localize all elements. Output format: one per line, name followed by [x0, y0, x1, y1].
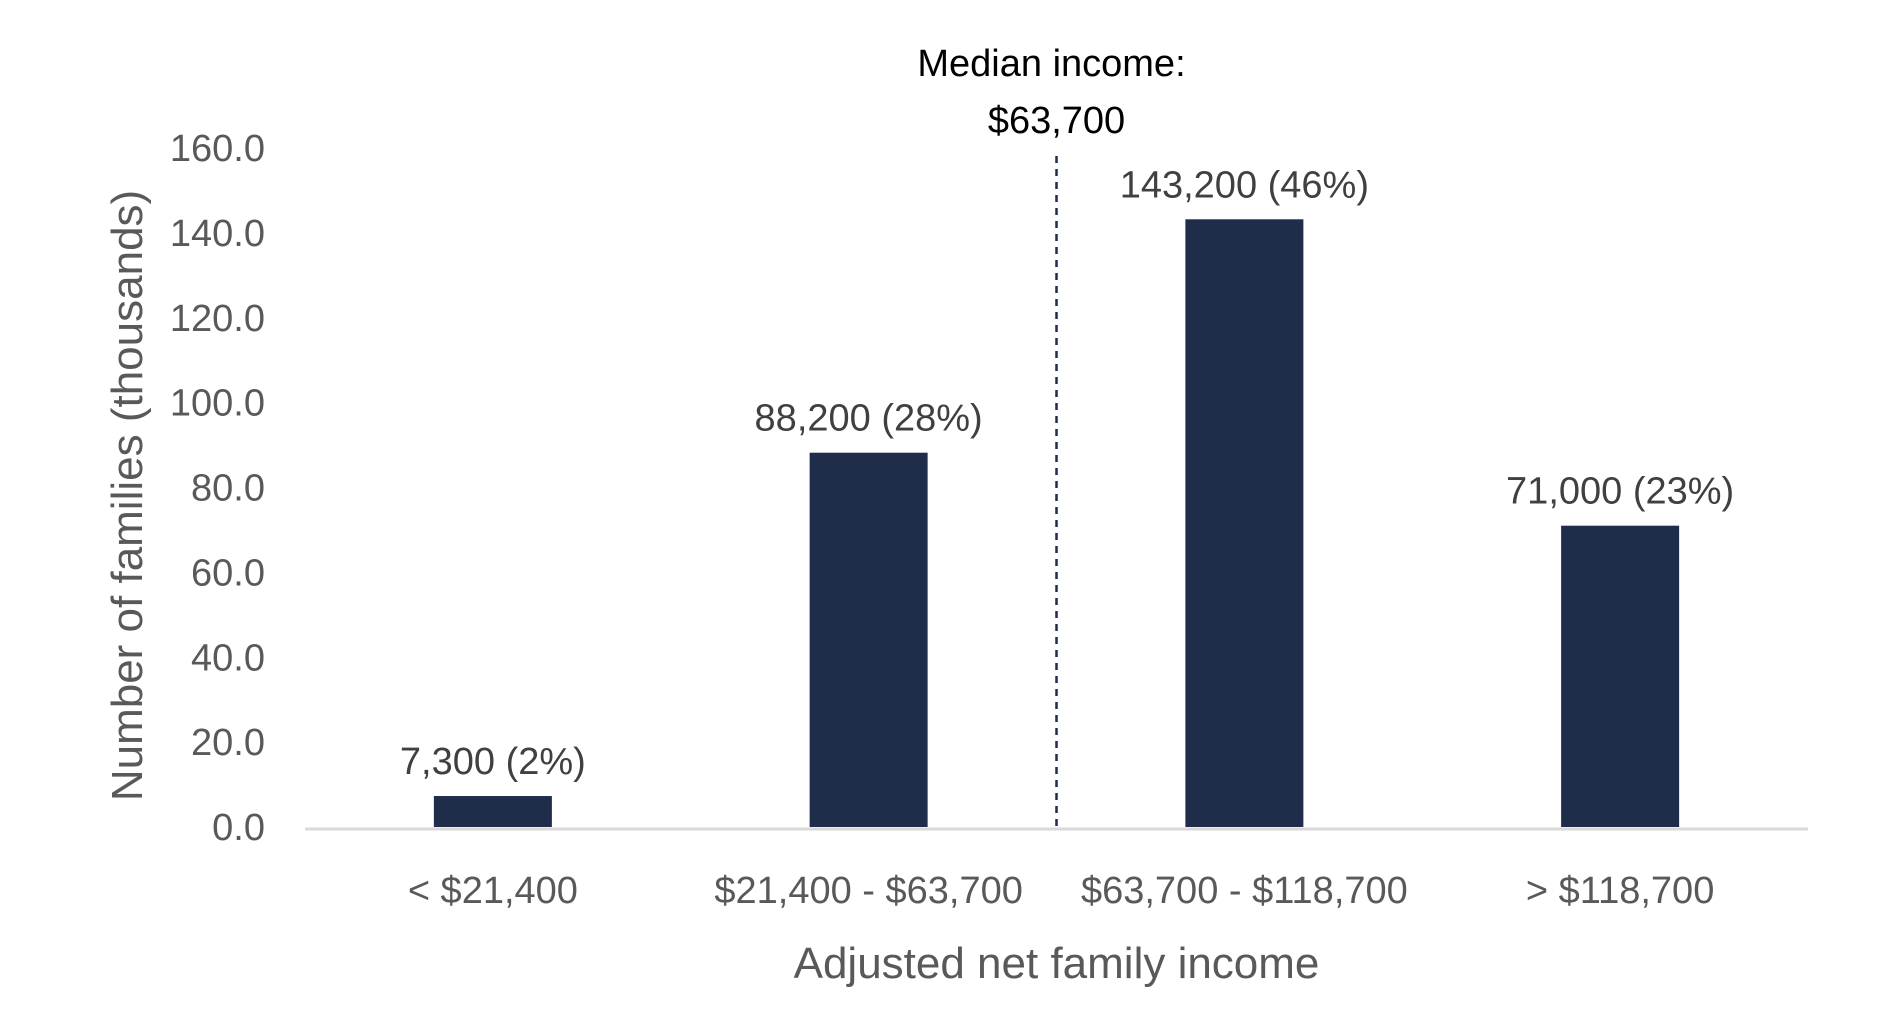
bar-data-label: 88,200 (28%) [755, 398, 983, 440]
x-category-label: $63,700 - $118,700 [1081, 870, 1408, 912]
y-tick-label: 20.0 [191, 722, 265, 764]
x-category-label: $21,400 - $63,700 [714, 870, 1023, 912]
y-tick-label: 60.0 [191, 552, 265, 594]
y-tick-label: 160.0 [170, 128, 265, 170]
x-axis-category-labels: < $21,400 $21,400 - $63,700 $63,700 - $118… [408, 870, 1715, 912]
bars [433, 219, 1680, 828]
bar [1185, 219, 1304, 828]
y-tick-label: 40.0 [191, 637, 265, 679]
x-axis-title: Adjusted net family income [794, 939, 1320, 988]
bar [433, 796, 552, 827]
bar-data-label: 71,000 (23%) [1506, 471, 1734, 513]
y-tick-label: 100.0 [170, 383, 265, 425]
bar [1561, 525, 1680, 827]
x-category-label: < $21,400 [408, 870, 578, 912]
x-category-label: > $118,700 [1526, 870, 1714, 912]
median-annotation: Median income: $63,700 [917, 43, 1186, 827]
y-tick-label: 0.0 [212, 807, 265, 849]
y-tick-label: 120.0 [170, 298, 265, 340]
bar [809, 452, 928, 827]
data-labels: 7,300 (2%) 88,200 (28%) 143,200 (46%) 71,00… [400, 164, 1734, 783]
bar-data-label: 143,200 (46%) [1120, 164, 1369, 206]
y-axis-ticks: 0.0 20.0 40.0 60.0 80.0 100.0 120.0 140.0 160.0 [170, 128, 265, 849]
y-tick-label: 80.0 [191, 468, 265, 510]
y-axis-title: Number of families (thousands) [103, 190, 152, 801]
median-label-line1: Median income: [917, 43, 1185, 85]
bar-data-label: 7,300 (2%) [400, 741, 586, 783]
median-label-line2: $63,700 [988, 100, 1125, 142]
y-tick-label: 140.0 [170, 213, 265, 255]
